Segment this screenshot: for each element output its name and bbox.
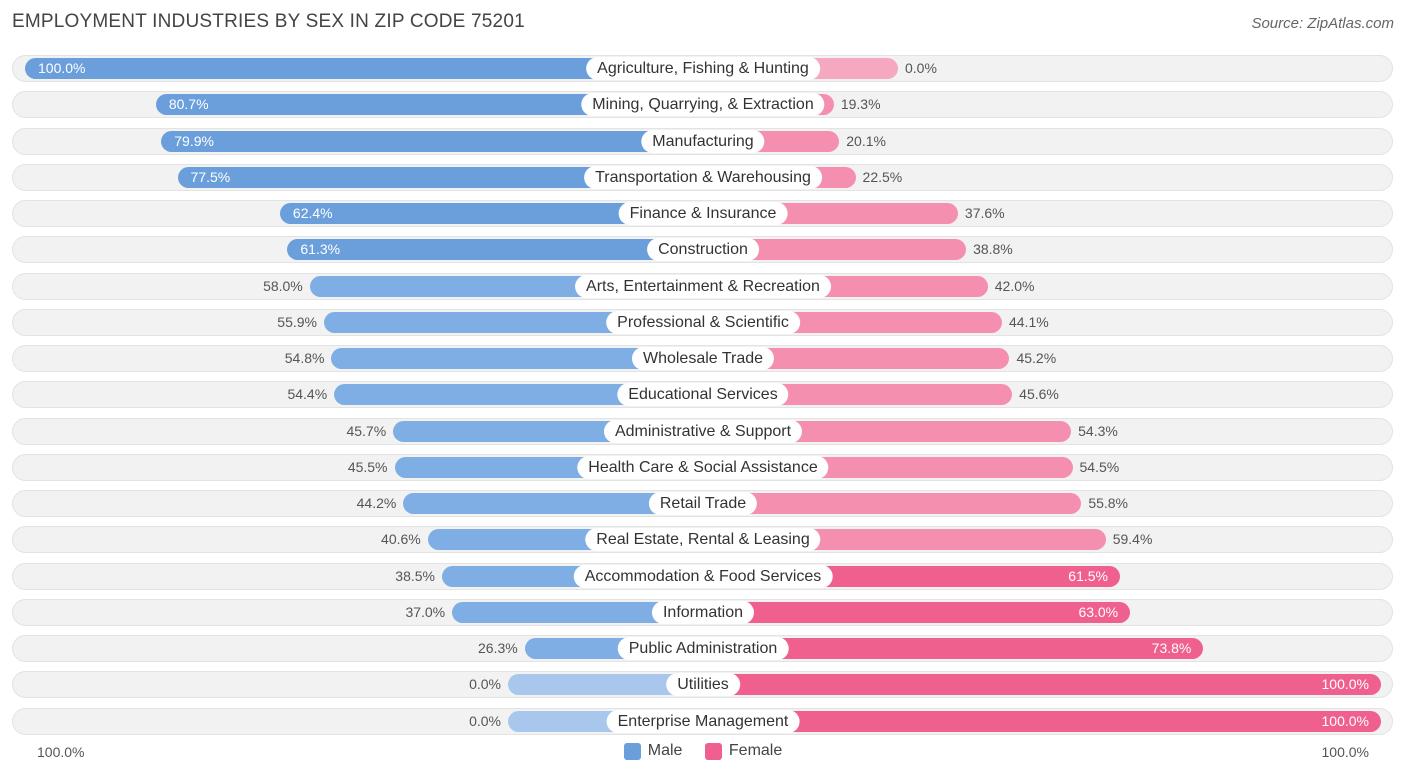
legend-swatch-female (704, 742, 722, 760)
value-label-female: 0.0% (905, 60, 937, 76)
bar-male[interactable] (279, 203, 703, 224)
category-label: Administrative & Support (603, 420, 803, 443)
value-label-female: 19.3% (840, 96, 881, 112)
bar-male[interactable] (161, 131, 703, 152)
category-label: Transportation & Warehousing (584, 166, 822, 189)
value-label-female: 42.0% (994, 278, 1035, 294)
value-label-male: 79.9% (174, 133, 214, 149)
value-label-female: 38.8% (973, 241, 1013, 257)
value-label-male: 0.0% (469, 713, 501, 729)
category-label: Enterprise Management (606, 710, 800, 733)
value-label-male: 62.4% (292, 205, 333, 221)
bar-female[interactable] (703, 674, 1381, 695)
value-label-male: 100.0% (38, 60, 86, 76)
bar-male[interactable] (155, 94, 703, 115)
category-label: Utilities (666, 673, 740, 696)
value-label-female: 54.3% (1078, 423, 1118, 439)
value-label-male: 54.8% (284, 350, 325, 366)
bar-male[interactable] (403, 493, 703, 514)
legend-item-female[interactable]: Female (704, 742, 783, 760)
value-label-female: 100.0% (1321, 713, 1369, 729)
bar-female[interactable] (703, 239, 967, 260)
bar-female[interactable] (703, 493, 1082, 514)
chart-title: EMPLOYMENT INDUSTRIES BY SEX IN ZIP CODE… (12, 11, 525, 32)
value-label-female: 100.0% (1321, 676, 1369, 692)
legend-label-male: Male (647, 742, 683, 759)
category-label: Educational Services (617, 383, 789, 406)
category-label: Wholesale Trade (631, 347, 775, 370)
category-label: Accommodation & Food Services (573, 565, 833, 588)
category-label: Construction (647, 238, 759, 261)
category-label: Professional & Scientific (606, 311, 800, 334)
bar-male[interactable] (452, 602, 703, 623)
category-label: Retail Trade (648, 492, 758, 515)
bar-female[interactable] (703, 602, 1131, 623)
category-label: Information (651, 601, 755, 624)
bar-female[interactable] (703, 638, 1204, 659)
value-label-female: 54.5% (1079, 459, 1120, 475)
bar-male[interactable] (508, 674, 703, 695)
value-label-female: 20.1% (846, 133, 886, 149)
bar-female[interactable] (703, 711, 1381, 732)
value-label-female: 37.6% (964, 205, 1005, 221)
value-label-male: 45.5% (347, 459, 388, 475)
category-label: Arts, Entertainment & Recreation (575, 275, 831, 298)
legend-swatch-male (623, 742, 641, 760)
value-label-female: 44.1% (1008, 314, 1049, 330)
axis-left-label: 100.0% (37, 744, 85, 760)
value-label-male: 38.5% (395, 568, 435, 584)
legend-item-male[interactable]: Male (623, 742, 683, 760)
axis-right-label: 100.0% (1321, 744, 1369, 760)
value-label-female: 59.4% (1112, 531, 1153, 547)
category-label: Real Estate, Rental & Leasing (585, 528, 821, 551)
category-label: Finance & Insurance (618, 202, 788, 225)
bar-male[interactable] (177, 167, 703, 188)
category-label: Manufacturing (641, 130, 765, 153)
value-label-female: 63.0% (1078, 604, 1119, 620)
value-label-male: 0.0% (469, 676, 501, 692)
bar-female[interactable] (703, 348, 1010, 369)
category-label: Mining, Quarrying, & Extraction (581, 93, 825, 116)
value-label-male: 40.6% (381, 531, 421, 547)
value-label-female: 61.5% (1068, 568, 1108, 584)
value-label-male: 80.7% (168, 96, 209, 112)
value-label-male: 44.2% (356, 495, 397, 511)
legend-label-female: Female (728, 742, 783, 759)
bar-male[interactable] (334, 384, 703, 405)
value-label-female: 73.8% (1151, 640, 1192, 656)
value-label-male: 58.0% (263, 278, 303, 294)
bar-male[interactable] (287, 239, 703, 260)
category-label: Health Care & Social Assistance (577, 456, 829, 479)
legend: Male Female (0, 742, 1406, 765)
value-label-female: 55.8% (1088, 495, 1129, 511)
value-label-male: 26.3% (477, 640, 518, 656)
bar-male[interactable] (331, 348, 703, 369)
value-label-female: 22.5% (862, 169, 903, 185)
bar-male[interactable] (25, 58, 703, 79)
category-label: Public Administration (617, 637, 789, 660)
value-label-male: 55.9% (277, 314, 317, 330)
value-label-male: 61.3% (300, 241, 341, 257)
value-label-male: 77.5% (190, 169, 231, 185)
chart-source: Source: ZipAtlas.com (1251, 15, 1394, 32)
category-label: Agriculture, Fishing & Hunting (586, 57, 820, 80)
value-label-male: 45.7% (346, 423, 387, 439)
value-label-female: 45.2% (1016, 350, 1057, 366)
value-label-male: 54.4% (287, 386, 328, 402)
value-label-female: 45.6% (1019, 386, 1059, 402)
value-label-male: 37.0% (405, 604, 446, 620)
